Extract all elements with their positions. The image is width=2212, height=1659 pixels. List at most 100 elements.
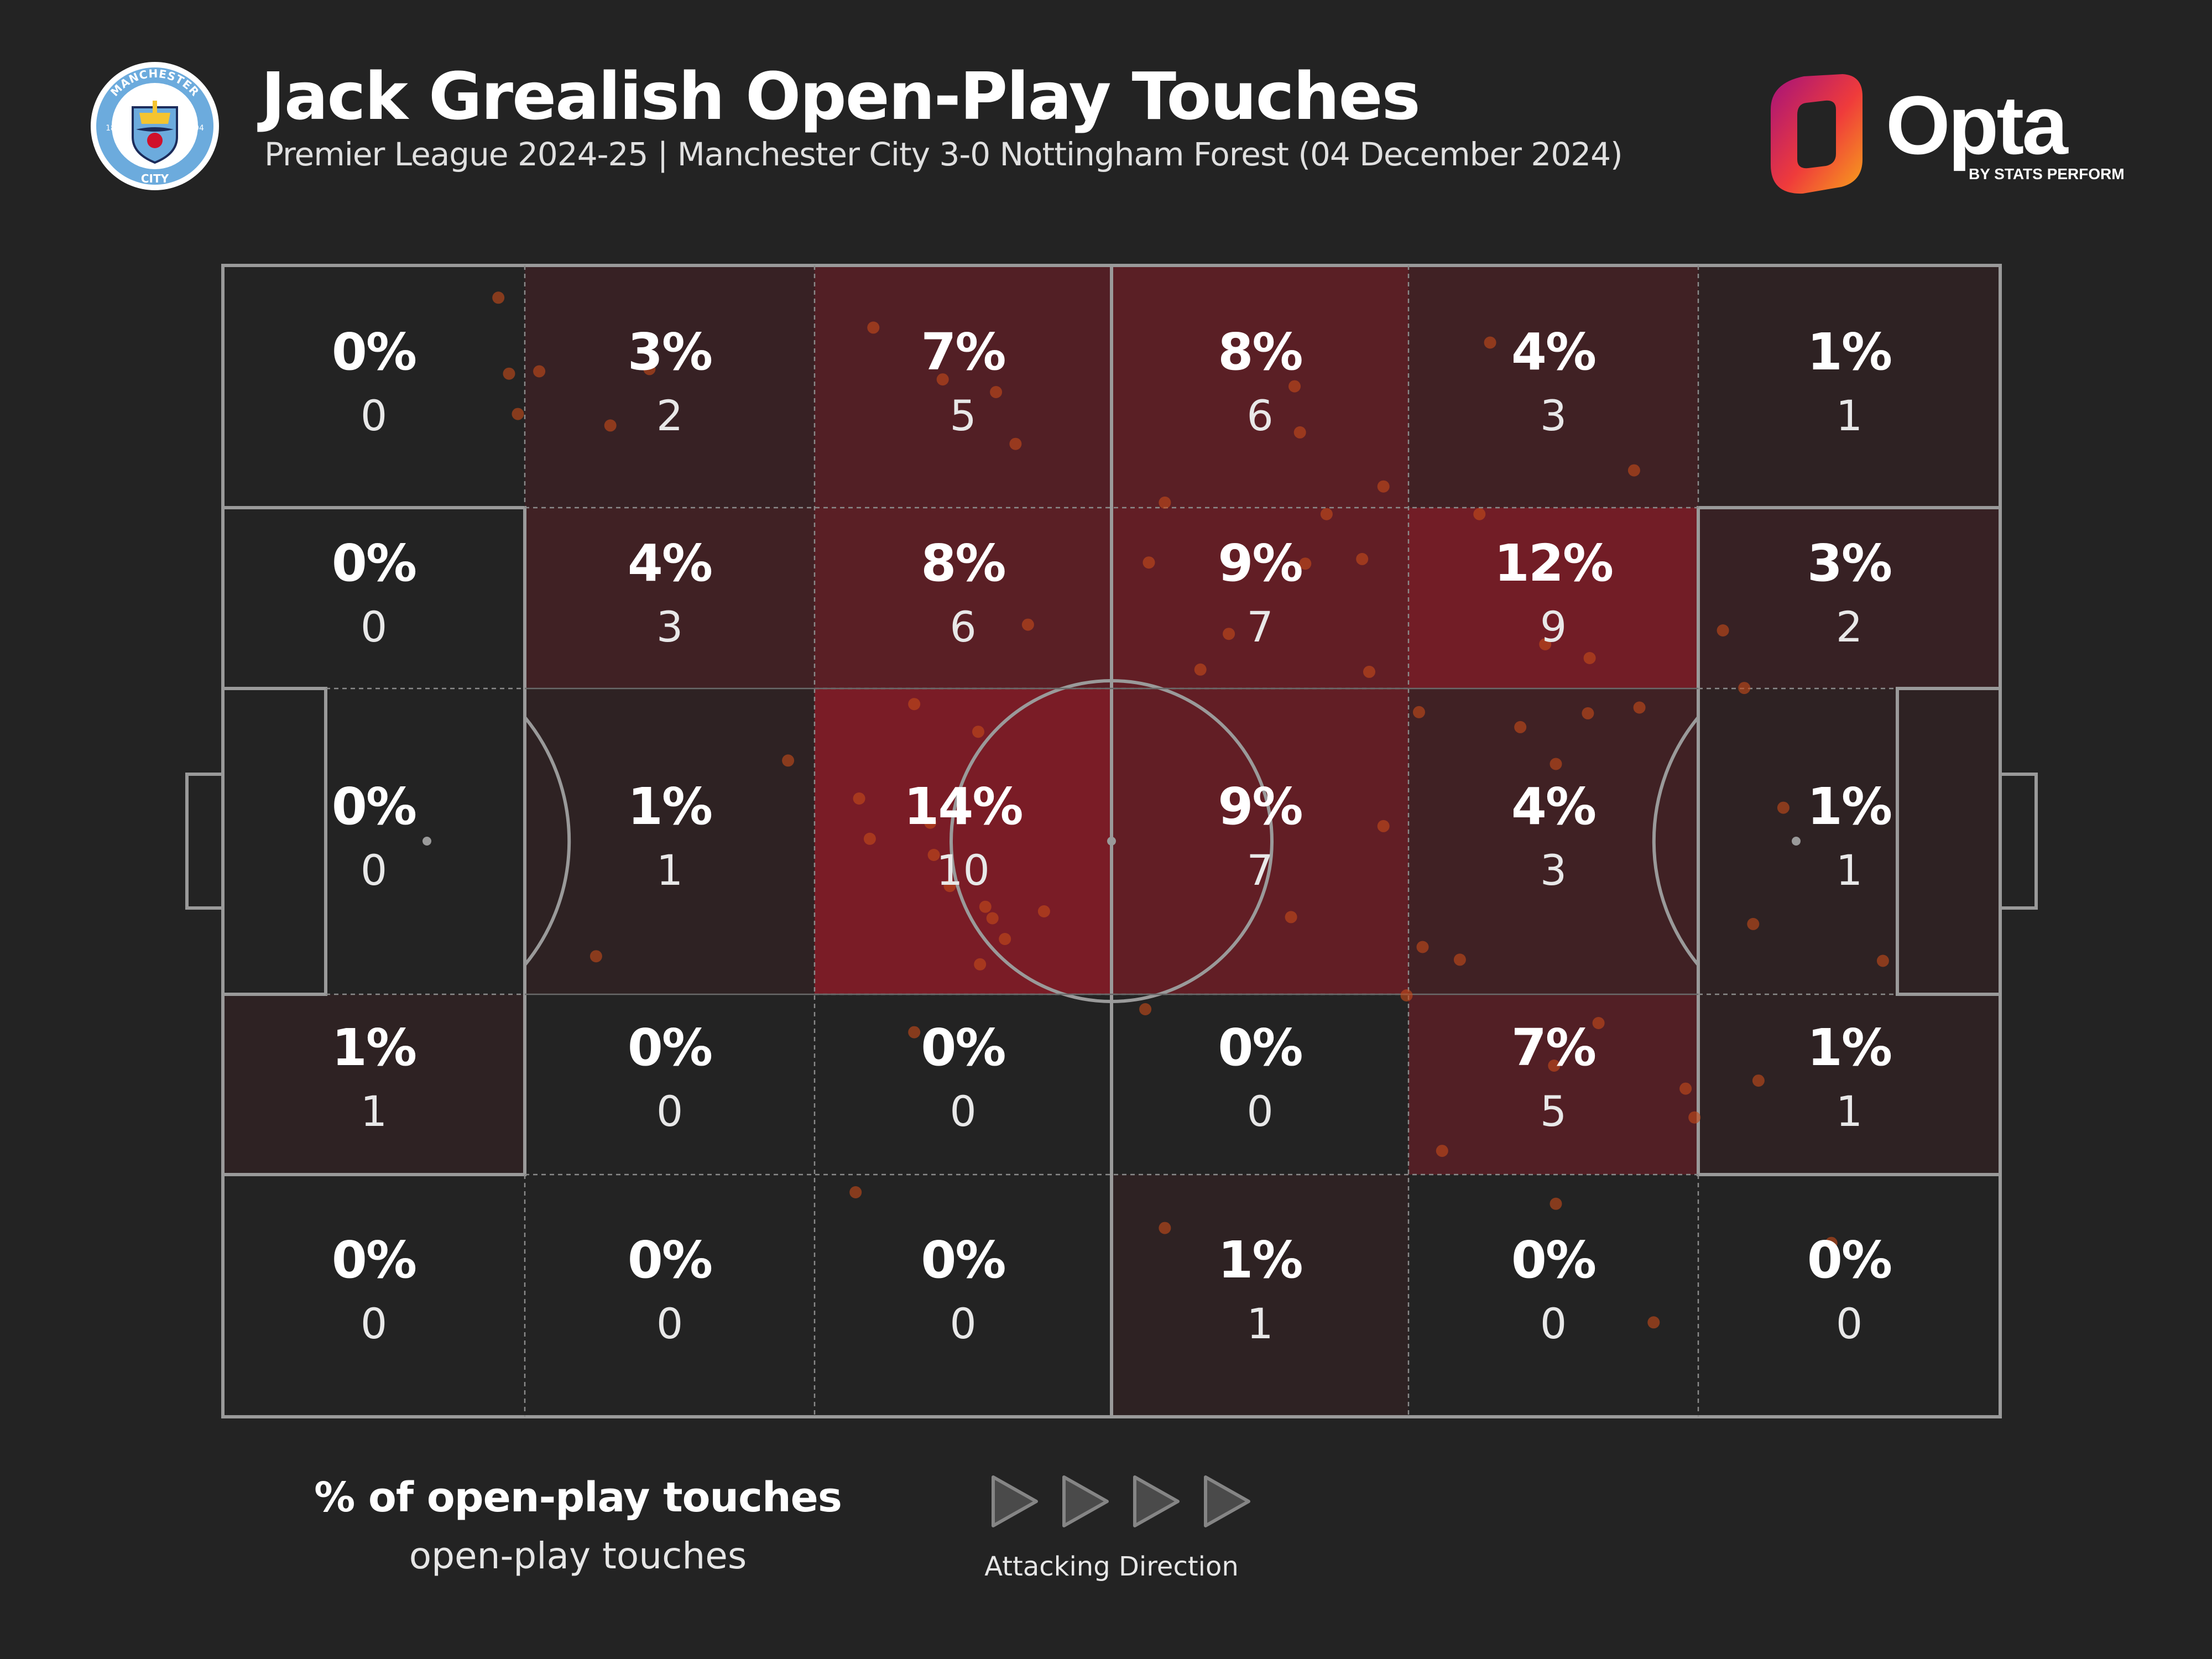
zone-count-label: 3 bbox=[656, 602, 683, 651]
zone-count-label: 3 bbox=[1540, 391, 1567, 440]
legend-subtitle: open-play touches bbox=[409, 1535, 747, 1577]
zone-percent-label: 0% bbox=[332, 534, 416, 593]
zone-percent-label: 0% bbox=[628, 1230, 712, 1290]
zone-percent-label: 1% bbox=[1807, 777, 1891, 836]
zone-percent-label: 0% bbox=[1511, 1230, 1595, 1290]
touch-point bbox=[943, 880, 956, 893]
touch-point bbox=[1223, 628, 1235, 640]
touch-point bbox=[1159, 1222, 1171, 1234]
zone-fill-r2-c6 bbox=[1698, 508, 2000, 688]
touch-point bbox=[1738, 682, 1751, 695]
crest-bottom-text: CITY bbox=[141, 172, 169, 185]
left-penalty-arc bbox=[523, 716, 571, 966]
touch-point bbox=[1550, 758, 1562, 770]
touch-point bbox=[1288, 380, 1301, 393]
attacking-direction-label: Attacking Direction bbox=[984, 1551, 1239, 1582]
zone-fill-r4-c5 bbox=[1408, 994, 1698, 1175]
zone-count-label: 0 bbox=[1246, 1087, 1273, 1136]
touch-point bbox=[1747, 917, 1760, 930]
opta-mark-icon bbox=[1771, 74, 1863, 194]
left-goal bbox=[185, 773, 225, 910]
zone-fill-r3-c4 bbox=[1112, 688, 1408, 994]
touch-point bbox=[782, 754, 795, 767]
zone-percent-label: 0% bbox=[332, 777, 416, 836]
zone-fill-r3-c5 bbox=[1408, 688, 1698, 994]
zone-count-label: 2 bbox=[1836, 602, 1863, 651]
touch-point bbox=[999, 933, 1011, 945]
zone-count-label: 0 bbox=[361, 602, 387, 651]
zone-count-label: 3 bbox=[1540, 846, 1567, 895]
zone-percent-label: 0% bbox=[628, 1018, 712, 1077]
touch-point bbox=[986, 912, 999, 925]
zone-count-label: 0 bbox=[361, 846, 387, 895]
zone-percent-label: 4% bbox=[628, 534, 712, 593]
touch-point bbox=[849, 1186, 862, 1198]
touch-point bbox=[533, 365, 546, 378]
touch-point bbox=[990, 386, 1003, 398]
zone-percent-label: 3% bbox=[628, 322, 712, 382]
crest-year-right: 94 bbox=[194, 124, 204, 133]
zone-count-label: 1 bbox=[1246, 1299, 1273, 1348]
right-penalty-arc bbox=[1652, 716, 1700, 966]
touch-point bbox=[643, 363, 656, 375]
zone-fill-r4-c2 bbox=[525, 994, 815, 1175]
touch-point bbox=[1484, 336, 1496, 349]
zone-fill-r1-c3 bbox=[815, 265, 1112, 508]
zone-percent-label: 0% bbox=[332, 1230, 416, 1290]
touch-point bbox=[1320, 508, 1333, 520]
zone-fill-r2-c2 bbox=[525, 508, 815, 688]
zone-count-label: 1 bbox=[656, 846, 683, 895]
zone-count-label: 10 bbox=[936, 846, 990, 895]
zone-percent-label: 1% bbox=[1807, 1018, 1891, 1077]
touch-point bbox=[1037, 905, 1050, 917]
zone-count-label: 0 bbox=[656, 1299, 683, 1348]
touch-point bbox=[1413, 706, 1425, 718]
touch-point bbox=[512, 408, 524, 420]
touch-point bbox=[1473, 508, 1486, 520]
touch-point bbox=[1416, 941, 1429, 953]
touch-point bbox=[908, 698, 921, 711]
touch-point bbox=[936, 373, 949, 386]
zone-count-label: 0 bbox=[950, 1087, 976, 1136]
zone-fill-r2-c3 bbox=[815, 508, 1112, 688]
zone-percent-label: 9% bbox=[1218, 534, 1302, 593]
opta-tagline: BY STATS PERFORM bbox=[1969, 165, 2125, 182]
touch-point bbox=[1717, 624, 1729, 637]
touch-point bbox=[924, 816, 937, 829]
centre-spot bbox=[1107, 837, 1116, 846]
centre-circle bbox=[950, 679, 1274, 1003]
zone-fill-r3-c2 bbox=[525, 688, 815, 994]
touch-point bbox=[1876, 954, 1889, 967]
touch-point bbox=[1592, 1017, 1605, 1029]
zone-fill-r3-c3 bbox=[815, 688, 1112, 994]
zone-count-label: 0 bbox=[950, 1299, 976, 1348]
manchester-city-crest: MANCHESTER CITY 18 94 bbox=[91, 62, 219, 190]
zone-percent-label: 8% bbox=[921, 534, 1005, 593]
touch-point bbox=[1647, 1316, 1660, 1329]
touch-point bbox=[1627, 464, 1640, 477]
zone-fill-r3-c6 bbox=[1698, 688, 2000, 994]
zone-fill-r2-c1 bbox=[223, 508, 525, 688]
zone-count-label: 0 bbox=[656, 1087, 683, 1136]
zone-count-label: 0 bbox=[1836, 1299, 1863, 1348]
zone-fill-r2-c4 bbox=[1112, 508, 1408, 688]
zone-count-label: 0 bbox=[1540, 1299, 1567, 1348]
direction-arrow-icon bbox=[1062, 1475, 1109, 1527]
zone-count-label: 5 bbox=[1540, 1087, 1567, 1136]
crest-ship-icon bbox=[139, 113, 170, 124]
zone-count-label: 1 bbox=[1836, 391, 1863, 440]
zone-count-label: 0 bbox=[361, 1299, 387, 1348]
touch-point bbox=[927, 849, 940, 861]
zone-fill-r5-c1 bbox=[223, 1175, 525, 1417]
opta-logo: Opta BY STATS PERFORM bbox=[1771, 74, 2125, 194]
touch-point bbox=[1159, 496, 1171, 509]
zone-fill-r5-c6 bbox=[1698, 1175, 2000, 1417]
zone-percent-label: 1% bbox=[1218, 1230, 1302, 1290]
zone-fill-r5-c3 bbox=[815, 1175, 1112, 1417]
zone-percent-label: 7% bbox=[921, 322, 1005, 382]
touch-point bbox=[863, 832, 876, 845]
zone-count-label: 1 bbox=[361, 1087, 387, 1136]
zone-count-label: 1 bbox=[1836, 846, 1863, 895]
zone-percent-label: 1% bbox=[628, 777, 712, 836]
